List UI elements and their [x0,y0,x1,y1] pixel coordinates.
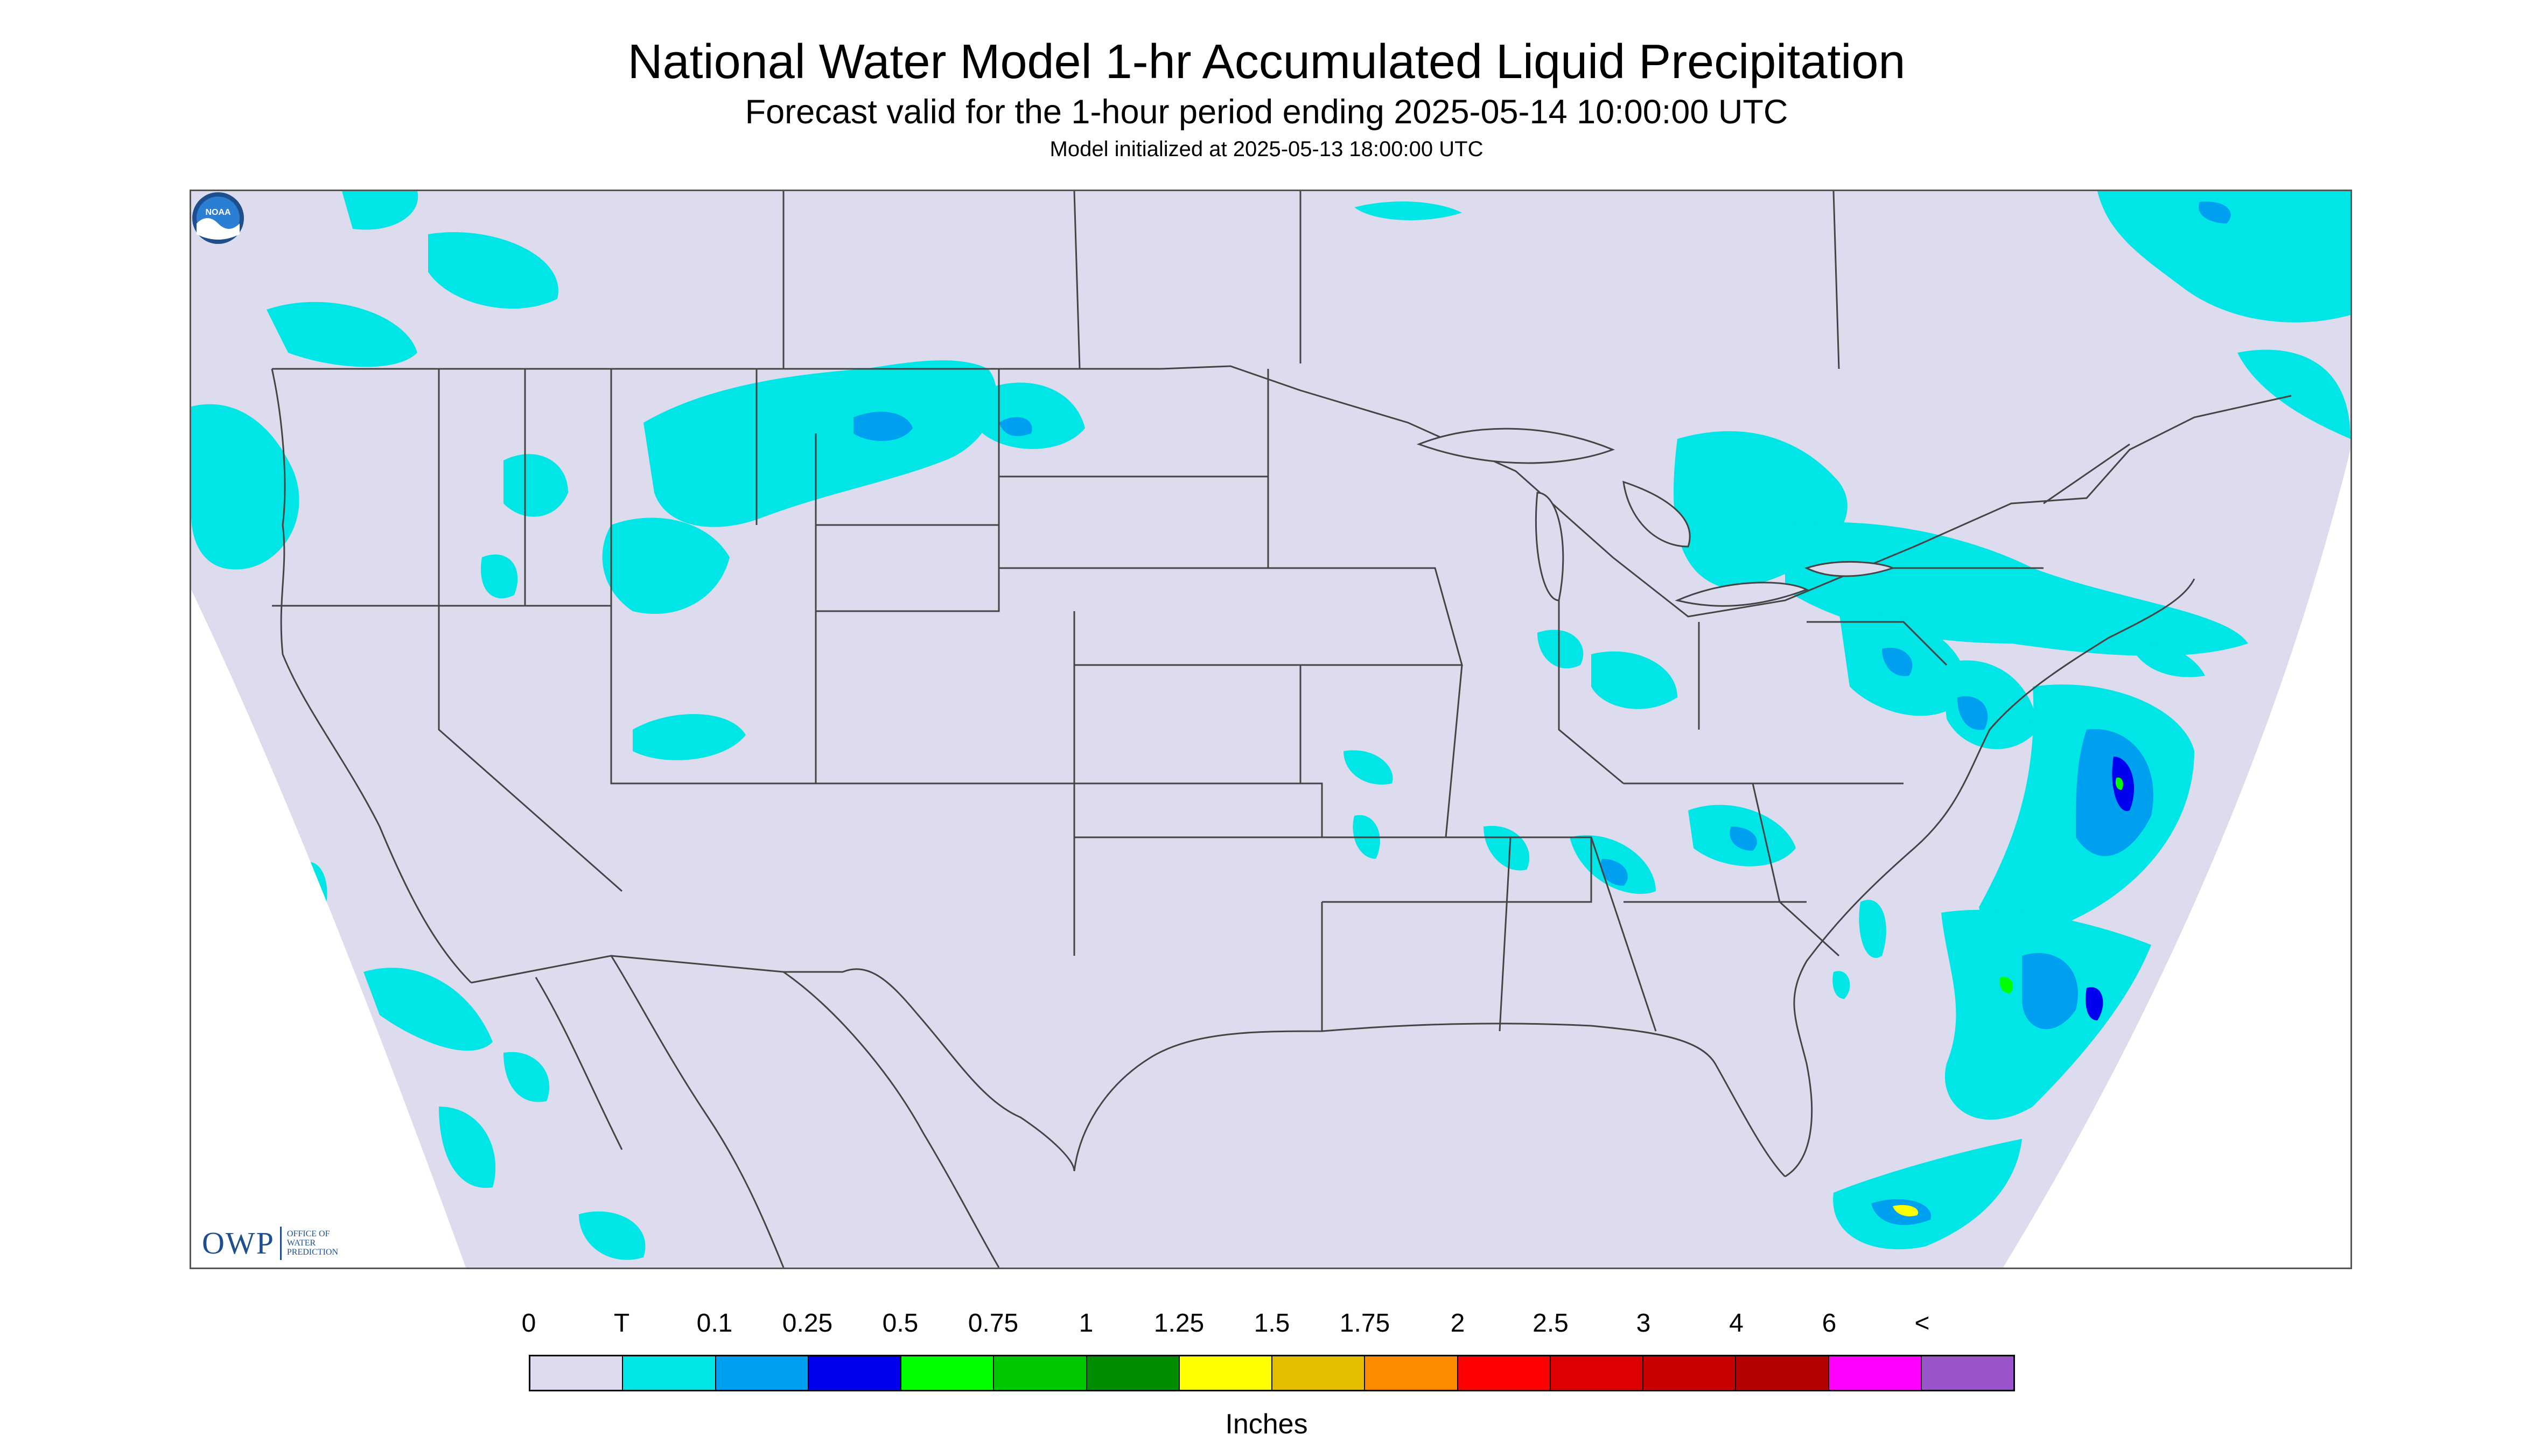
owp-logo-subtext: OFFICE OF WATER PREDICTION [286,1229,338,1257]
legend-swatch [1829,1356,1922,1390]
legend-swatch [1458,1356,1551,1390]
map-title: National Water Model 1-hr Accumulated Li… [627,35,1906,89]
legend-label: 0.75 [968,1309,1019,1338]
precipitation-map[interactable]: OWP OFFICE OF WATER PREDICTION NOAA [190,190,2352,1269]
legend-label: 3 [1636,1309,1651,1338]
legend-swatch [1643,1356,1737,1390]
model-init-time: Model initialized at 2025-05-13 18:00:00… [1049,137,1484,161]
legend-swatch [1365,1356,1458,1390]
legend-label: 1.75 [1339,1309,1390,1338]
legend-label: 0.25 [782,1309,833,1338]
legend-units: Inches [1225,1409,1308,1440]
legend-label: 1.5 [1254,1309,1290,1338]
legend-swatch [901,1356,995,1390]
legend-label: 6 [1822,1309,1837,1338]
boundaries [271,191,2292,1268]
legend-swatch [623,1356,716,1390]
legend-swatch [716,1356,809,1390]
noaa-logo-text: NOAA [205,208,231,217]
legend-swatch [808,1356,901,1390]
owp-logo: OWP OFFICE OF WATER PREDICTION [202,1225,357,1261]
legend-label: 4 [1729,1309,1744,1338]
legend-swatch [994,1356,1087,1390]
noaa-logo: NOAA [192,192,244,244]
map-subtitle: Forecast valid for the 1-hour period end… [745,93,1788,131]
legend-swatch [530,1356,624,1390]
legend-label: 0 [521,1309,536,1338]
owp-logo-letters: OWP [202,1226,275,1261]
legend-swatch [1179,1356,1272,1390]
legend-swatch [1087,1356,1180,1390]
legend-label: 2.5 [1533,1309,1569,1338]
legend-swatch [1550,1356,1643,1390]
legend-swatch [1921,1356,2013,1390]
legend-swatch [1736,1356,1829,1390]
owp-logo-divider [279,1226,282,1260]
legend-label: 1.25 [1153,1309,1205,1338]
map-canvas [191,191,2350,1268]
legend-label: 0.5 [882,1309,919,1338]
legend-label: < [1914,1309,1930,1338]
legend-label: T [613,1309,630,1338]
color-legend [529,1355,2015,1391]
legend-label: 0.1 [696,1309,733,1338]
legend-label: 1 [1079,1309,1094,1338]
great-lakes [1416,428,1895,607]
legend-swatch [1272,1356,1366,1390]
legend-label: 2 [1450,1309,1465,1338]
